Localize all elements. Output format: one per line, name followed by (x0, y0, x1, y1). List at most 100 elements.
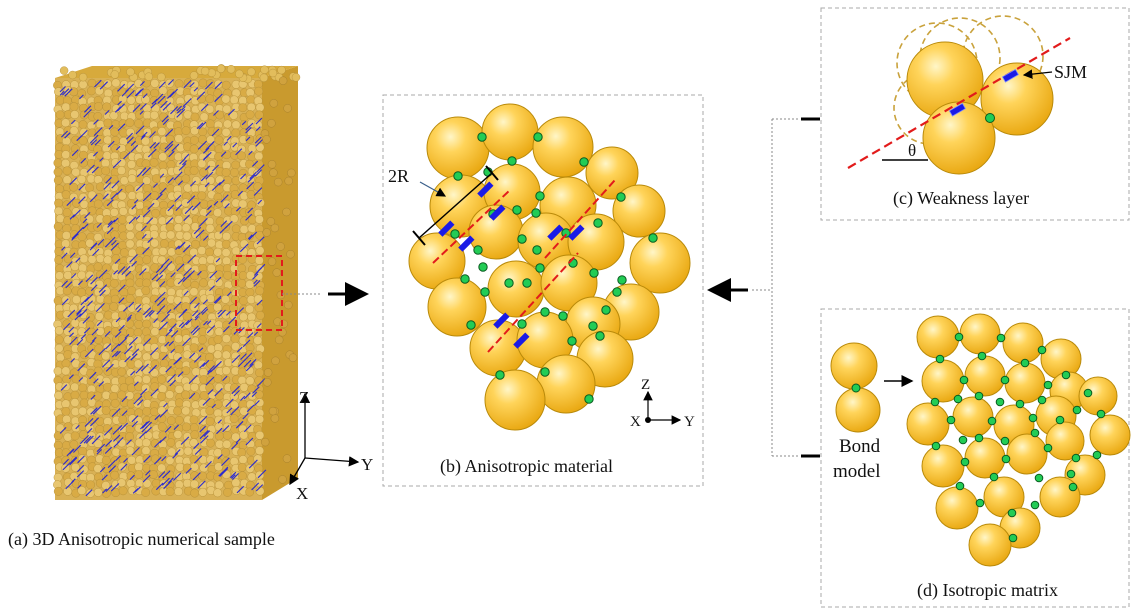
joint-stroke (254, 400, 260, 406)
joint-stroke (108, 124, 114, 130)
joint-stroke (240, 353, 247, 360)
sample-particle (174, 384, 184, 394)
joint-stroke (195, 229, 205, 239)
sample-particle (223, 119, 232, 129)
joint-stroke (60, 384, 68, 391)
sample-particle (271, 356, 280, 365)
sample-particle (284, 176, 293, 186)
sample-particle (110, 351, 120, 361)
sample-particle (158, 447, 168, 456)
joint-stroke (162, 102, 172, 111)
sample-particle (110, 294, 120, 304)
particle (484, 369, 546, 431)
joint-stroke (84, 105, 92, 113)
joint-stroke (76, 470, 85, 478)
joint-stroke (206, 325, 216, 334)
particle (1089, 414, 1131, 456)
joint-stroke (193, 87, 199, 92)
sample-particle (245, 134, 255, 144)
sample-particle (237, 151, 246, 161)
sample-particle (125, 432, 135, 441)
sample-particle (110, 70, 120, 79)
joint-stroke (149, 141, 157, 149)
sample-particle (284, 300, 293, 310)
joint-stroke (236, 485, 245, 494)
axes-3d: Z Y X (289, 388, 373, 503)
sample-particle (127, 455, 137, 465)
sample-particle (61, 102, 71, 112)
joint-stroke (162, 470, 171, 479)
joint-stroke (200, 103, 209, 112)
sample-particle (190, 430, 200, 440)
sample-particle (144, 72, 154, 81)
joint-stroke (220, 194, 229, 203)
joint-stroke (145, 426, 152, 434)
axes-2d: Z Y X (630, 377, 695, 430)
sample-particle (276, 242, 285, 251)
contact-point (1000, 375, 1010, 385)
joint-stroke (113, 434, 121, 442)
sample-particle (237, 367, 247, 377)
sample-particle (133, 359, 143, 369)
joint-stroke (182, 160, 187, 166)
sample-particle (189, 166, 199, 176)
sample-particle (181, 390, 191, 400)
sample-particle (159, 358, 169, 368)
contact-point (588, 321, 598, 331)
sample-particle (109, 278, 119, 288)
contact-point (535, 191, 545, 201)
sample-particle (151, 319, 161, 329)
sample-particle (246, 102, 256, 112)
sample-particle (135, 231, 145, 241)
sample-particle (110, 470, 120, 480)
sample-particle (246, 95, 256, 105)
joint-stroke (75, 424, 80, 430)
sample-particle (266, 217, 275, 226)
joint-stroke (141, 426, 148, 433)
joint-stroke (185, 467, 192, 474)
joint-stroke (187, 270, 195, 278)
sample-particle (222, 104, 232, 114)
sample-particle (102, 151, 112, 161)
contact-point (931, 441, 941, 451)
contact-point (561, 228, 571, 238)
sample-particle (141, 95, 151, 104)
joint-stroke (173, 356, 182, 365)
joint-stroke (160, 100, 168, 109)
joint-stroke (82, 316, 90, 324)
joint-stroke (199, 430, 209, 440)
joint-stroke (118, 324, 125, 332)
particle (1002, 322, 1044, 364)
joint-stroke (150, 347, 159, 356)
sample-particle (135, 478, 144, 488)
sample-particle (70, 390, 80, 400)
joint-stroke (249, 358, 257, 367)
sample-particle (291, 73, 301, 82)
joint-stroke (153, 142, 160, 149)
sample-particle (189, 479, 199, 489)
joint-stroke (252, 160, 259, 167)
sample-particle (109, 111, 119, 120)
joint-stroke (173, 171, 183, 181)
sample-particle (190, 488, 200, 498)
sample-particle (189, 287, 199, 297)
joint-stroke (217, 419, 222, 424)
joint-stroke (72, 209, 81, 218)
sample-particle (54, 335, 64, 345)
sample-particle (221, 375, 231, 384)
panel-b-anisotropic: 2R Z Y X (b) Anisotropic material (382, 94, 704, 487)
sample-particle (213, 302, 223, 312)
sample-particle (143, 151, 153, 161)
sample-particle (283, 104, 292, 113)
joint-stroke (235, 148, 243, 156)
joint-stroke (183, 267, 192, 276)
joint-stroke (255, 484, 264, 492)
joint-stroke (223, 325, 230, 333)
sample-particle (69, 126, 79, 136)
sample-particle (55, 271, 64, 281)
joint-stroke (63, 323, 71, 331)
sample-particle (282, 207, 291, 217)
sample-particle (53, 167, 63, 177)
joint-stroke (156, 310, 161, 315)
sample-particle (79, 398, 89, 408)
